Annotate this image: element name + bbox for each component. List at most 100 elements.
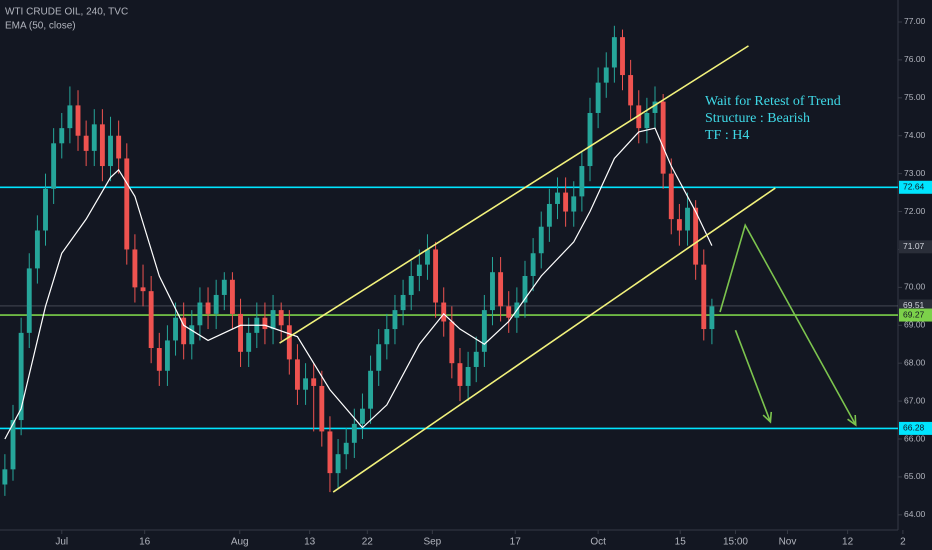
price-level-label: 66.28 [903,423,925,433]
candle-body [164,340,170,371]
annotation: TF : H4 [705,128,749,143]
x-tick-label: 2 [900,537,906,548]
candle-body [441,302,447,322]
candle-body [571,196,577,212]
candle-body [18,332,24,421]
candle-body [368,370,374,409]
plot-area [0,25,898,496]
price-level-box [899,180,932,194]
x-tick-label: Sep [423,537,441,548]
candle-body [189,325,195,345]
y-tick-label: 75.00 [904,92,926,102]
candle-body [685,207,690,231]
candle-body [286,325,292,360]
candle-body [628,75,634,106]
candle-body [636,105,642,129]
candle-body [611,37,617,68]
candle-body [262,317,268,330]
candle-body [425,249,430,265]
price-level-label: 72.64 [903,182,925,192]
y-tick-label: 77.00 [904,16,926,26]
candle-body [587,112,593,167]
candle-body [75,105,81,136]
candle-body [270,310,276,330]
candle-body [319,385,325,432]
candle-body [311,378,317,386]
candle-body [538,226,544,254]
candle-body [595,82,601,113]
candle-body [34,230,40,269]
candle-body [294,359,300,390]
candle-body [416,264,422,276]
candle-body [449,321,455,364]
candle-body [59,128,65,144]
candle-body [108,135,113,167]
x-tick-label: Aug [231,537,249,548]
x-tick-label: 16 [139,537,151,548]
candle-body [83,135,89,151]
candle-body [26,268,32,333]
price-level-box [899,421,932,435]
trend-line [279,45,749,344]
candle-body [205,302,211,314]
candle-body [67,105,73,129]
chart-title: WTI CRUDE OIL, 240, TVC [5,7,128,18]
annotation: Structure : Bearish [705,111,810,126]
x-tick-label: 15:00 [723,537,748,548]
candle-body [360,408,365,424]
candle-body [668,173,674,220]
candle-body [530,253,536,276]
price-level-label: 71.07 [903,241,925,251]
candle-body [156,348,162,371]
price-level-label: 69.27 [903,309,925,319]
candle-body [433,249,439,303]
price-level-box [899,240,932,254]
projection-arrow [719,223,857,426]
candle-body [10,420,16,470]
y-tick-label: 67.00 [904,395,926,405]
candle-body [132,249,138,288]
x-tick-label: Oct [590,537,606,548]
ema-line [4,127,713,440]
candle-body [701,264,707,330]
y-tick-label: 74.00 [904,130,926,140]
candle-body [238,313,243,352]
arrow-head [847,414,857,427]
indicator-legend: EMA (50, close) [5,21,76,32]
candle-body [2,469,8,485]
candle-body [351,423,357,443]
candle-body [579,166,585,197]
y-tick-label: 68.00 [904,357,926,367]
x-tick-label: 12 [842,537,854,548]
y-tick-label: 65.00 [904,471,926,481]
y-tick-label: 64.00 [904,509,926,519]
x-tick-label: 15 [675,537,687,548]
annotation: Wait for Retest of Trend [705,94,841,109]
x-tick-label: 17 [510,537,522,548]
candle-body [116,135,122,159]
candle-body [603,67,609,83]
y-tick-label: 76.00 [904,54,926,64]
candle-body [652,101,658,113]
candle-body [498,272,504,307]
candle-body [660,101,666,174]
y-tick-label: 69.00 [904,320,926,330]
candle-body [213,294,219,314]
y-tick-label: 73.00 [904,168,926,178]
candle-body [392,310,398,330]
candle-body [229,279,235,314]
candle-body [278,310,284,326]
candle-body [148,291,154,349]
candle-body [620,37,625,76]
price-level-label: 69.51 [903,300,925,310]
y-tick-label: 72.00 [904,206,926,216]
candle-body [676,219,682,231]
candle-body [490,272,495,311]
candle-body [246,332,252,352]
candle-body [91,124,97,151]
candle-body [563,192,569,212]
candle-body [181,317,187,345]
candle-body [400,294,406,311]
